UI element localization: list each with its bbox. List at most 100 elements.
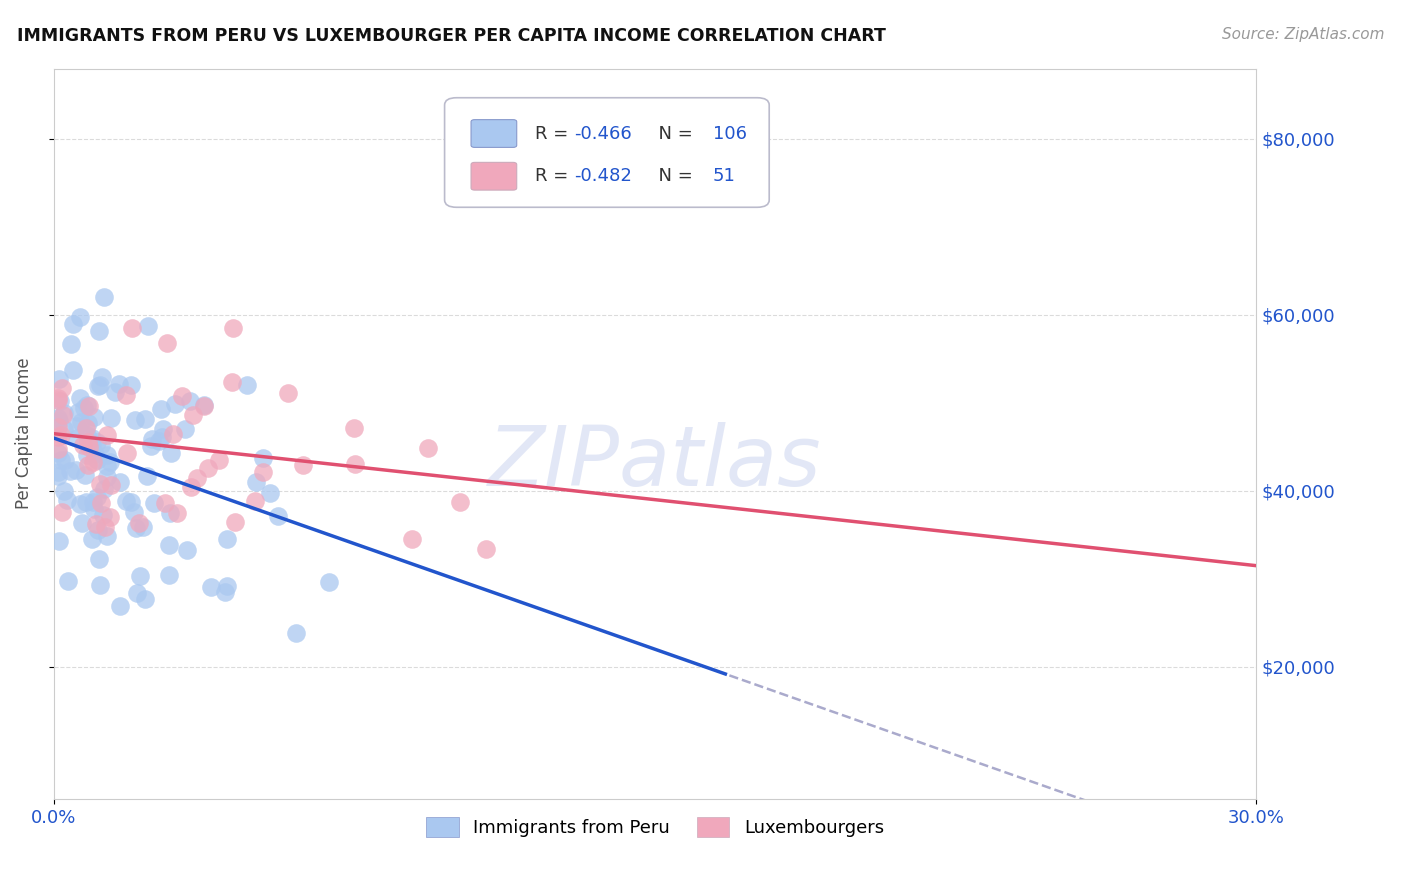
Point — [82, 431, 104, 445]
Point — [115, 388, 138, 402]
Point — [89, 324, 111, 338]
Point — [53, 483, 76, 498]
Point — [86, 490, 108, 504]
Point — [166, 506, 188, 520]
Point — [156, 336, 179, 351]
Point — [117, 445, 139, 459]
Point — [98, 510, 121, 524]
Point — [252, 465, 274, 479]
Point — [62, 317, 84, 331]
Point — [155, 496, 177, 510]
Point — [163, 397, 186, 411]
Point — [259, 486, 281, 500]
Point — [172, 389, 194, 403]
Point — [221, 375, 243, 389]
Point — [179, 394, 201, 409]
Point — [120, 495, 142, 509]
Point — [122, 505, 145, 519]
Point — [49, 427, 72, 442]
Point — [52, 406, 75, 420]
Point — [75, 421, 97, 435]
Point — [75, 467, 97, 482]
Point — [90, 369, 112, 384]
Point — [66, 431, 89, 445]
Point — [108, 599, 131, 613]
Point — [176, 543, 198, 558]
Point — [449, 494, 471, 508]
Point — [87, 379, 110, 393]
Legend: Immigrants from Peru, Luxembourgers: Immigrants from Peru, Luxembourgers — [419, 809, 891, 845]
Point — [208, 452, 231, 467]
Point — [152, 430, 174, 444]
Point — [236, 378, 259, 392]
Point — [197, 461, 219, 475]
Point — [344, 458, 367, 472]
Point — [343, 420, 366, 434]
Point — [180, 480, 202, 494]
Point — [82, 532, 104, 546]
Point — [134, 411, 156, 425]
Point — [48, 414, 70, 428]
Point — [67, 405, 90, 419]
Text: R =: R = — [534, 167, 574, 186]
Point — [121, 321, 143, 335]
Point — [418, 441, 440, 455]
Text: 106: 106 — [713, 125, 747, 143]
Point — [65, 463, 87, 477]
Point — [46, 442, 69, 457]
Point — [46, 430, 69, 444]
Text: Source: ZipAtlas.com: Source: ZipAtlas.com — [1222, 27, 1385, 42]
Point — [84, 446, 107, 460]
Point — [132, 520, 155, 534]
Point — [87, 552, 110, 566]
Point — [152, 422, 174, 436]
Point — [128, 516, 150, 530]
Point — [159, 506, 181, 520]
Text: 51: 51 — [713, 167, 735, 186]
Point — [46, 391, 69, 405]
Point — [214, 585, 236, 599]
Point — [245, 475, 267, 489]
Text: -0.466: -0.466 — [575, 125, 633, 143]
Point — [75, 495, 97, 509]
Point — [100, 411, 122, 425]
Point — [108, 475, 131, 489]
Point — [51, 381, 73, 395]
Point — [86, 452, 108, 467]
Point — [69, 310, 91, 324]
Point — [96, 529, 118, 543]
Point — [96, 448, 118, 462]
Point — [174, 422, 197, 436]
FancyBboxPatch shape — [471, 162, 517, 190]
Point — [94, 520, 117, 534]
Point — [150, 401, 173, 416]
Point — [160, 446, 183, 460]
Point — [186, 471, 208, 485]
Point — [86, 516, 108, 531]
Point — [70, 415, 93, 429]
Point — [200, 580, 222, 594]
Point — [277, 386, 299, 401]
Text: N =: N = — [647, 167, 697, 186]
FancyBboxPatch shape — [471, 120, 517, 147]
Text: IMMIGRANTS FROM PERU VS LUXEMBOURGER PER CAPITA INCOME CORRELATION CHART: IMMIGRANTS FROM PERU VS LUXEMBOURGER PER… — [17, 27, 886, 45]
Text: -0.482: -0.482 — [575, 167, 633, 186]
Point — [128, 569, 150, 583]
Point — [89, 476, 111, 491]
Point — [96, 427, 118, 442]
Point — [136, 318, 159, 333]
Point — [193, 398, 215, 412]
Point — [135, 469, 157, 483]
Point — [401, 532, 423, 546]
Point — [46, 468, 69, 483]
Point — [143, 496, 166, 510]
Point — [53, 422, 76, 436]
Point — [53, 453, 76, 467]
Point — [148, 434, 170, 448]
Point — [90, 496, 112, 510]
Point — [66, 419, 89, 434]
Point — [86, 435, 108, 450]
Point — [48, 394, 70, 409]
Point — [267, 508, 290, 523]
Point — [284, 625, 307, 640]
